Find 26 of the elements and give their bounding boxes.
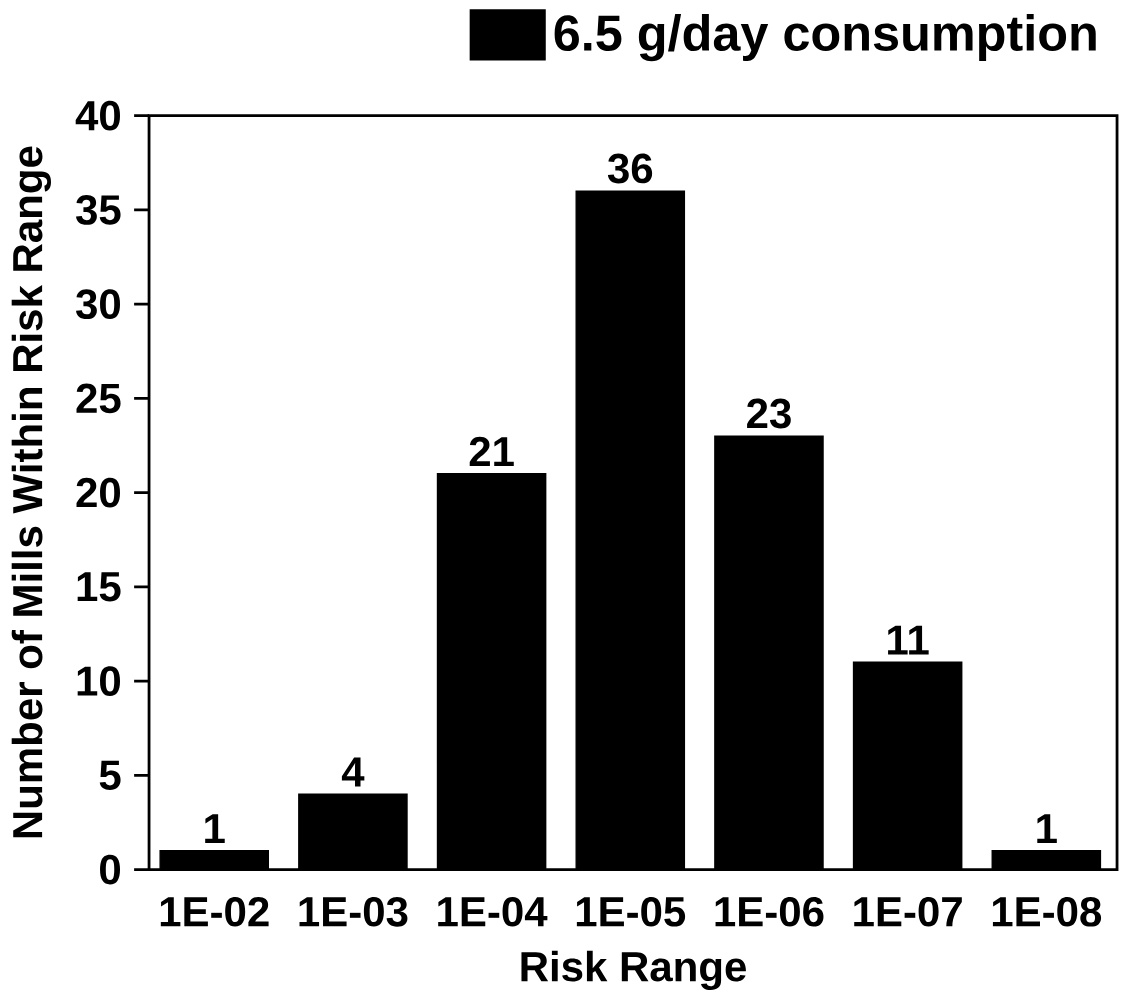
x-tick-label: 1E-02 — [160, 897, 269, 927]
y-tick-label: 20 — [76, 477, 121, 508]
x-tick-label: 1E-06 — [715, 897, 824, 927]
data-label: 1 — [205, 814, 225, 844]
data-label: 11 — [888, 625, 929, 655]
y-tick-label: 25 — [76, 383, 121, 414]
x-tick-label: 1E-05 — [576, 897, 686, 927]
data-label: 4 — [341, 757, 365, 787]
y-axis-title: Number of Mills Within Risk Range — [11, 146, 51, 838]
data-label: 23 — [747, 398, 791, 429]
legend-label: 6.5 g/day consumption — [554, 14, 1096, 62]
y-tick-label: 10 — [77, 666, 121, 697]
y-tick-label: 35 — [76, 195, 121, 225]
y-tick-label: 5 — [99, 760, 121, 791]
y-tick-label: 30 — [76, 289, 121, 320]
x-tick-label: 1E-03 — [299, 897, 408, 927]
data-label: 36 — [607, 153, 653, 184]
data-label: 21 — [469, 436, 514, 467]
x-tick-label: 1E-08 — [992, 897, 1102, 927]
y-tick-label: 0 — [100, 854, 121, 885]
data-label: 1 — [1037, 814, 1057, 844]
x-axis-title: Risk Range — [521, 950, 746, 991]
x-tick-label: 1E-07 — [854, 897, 962, 927]
y-tick-label: 15 — [77, 572, 121, 602]
y-tick-label: 40 — [75, 100, 121, 131]
x-tick-label: 1E-04 — [438, 897, 548, 927]
